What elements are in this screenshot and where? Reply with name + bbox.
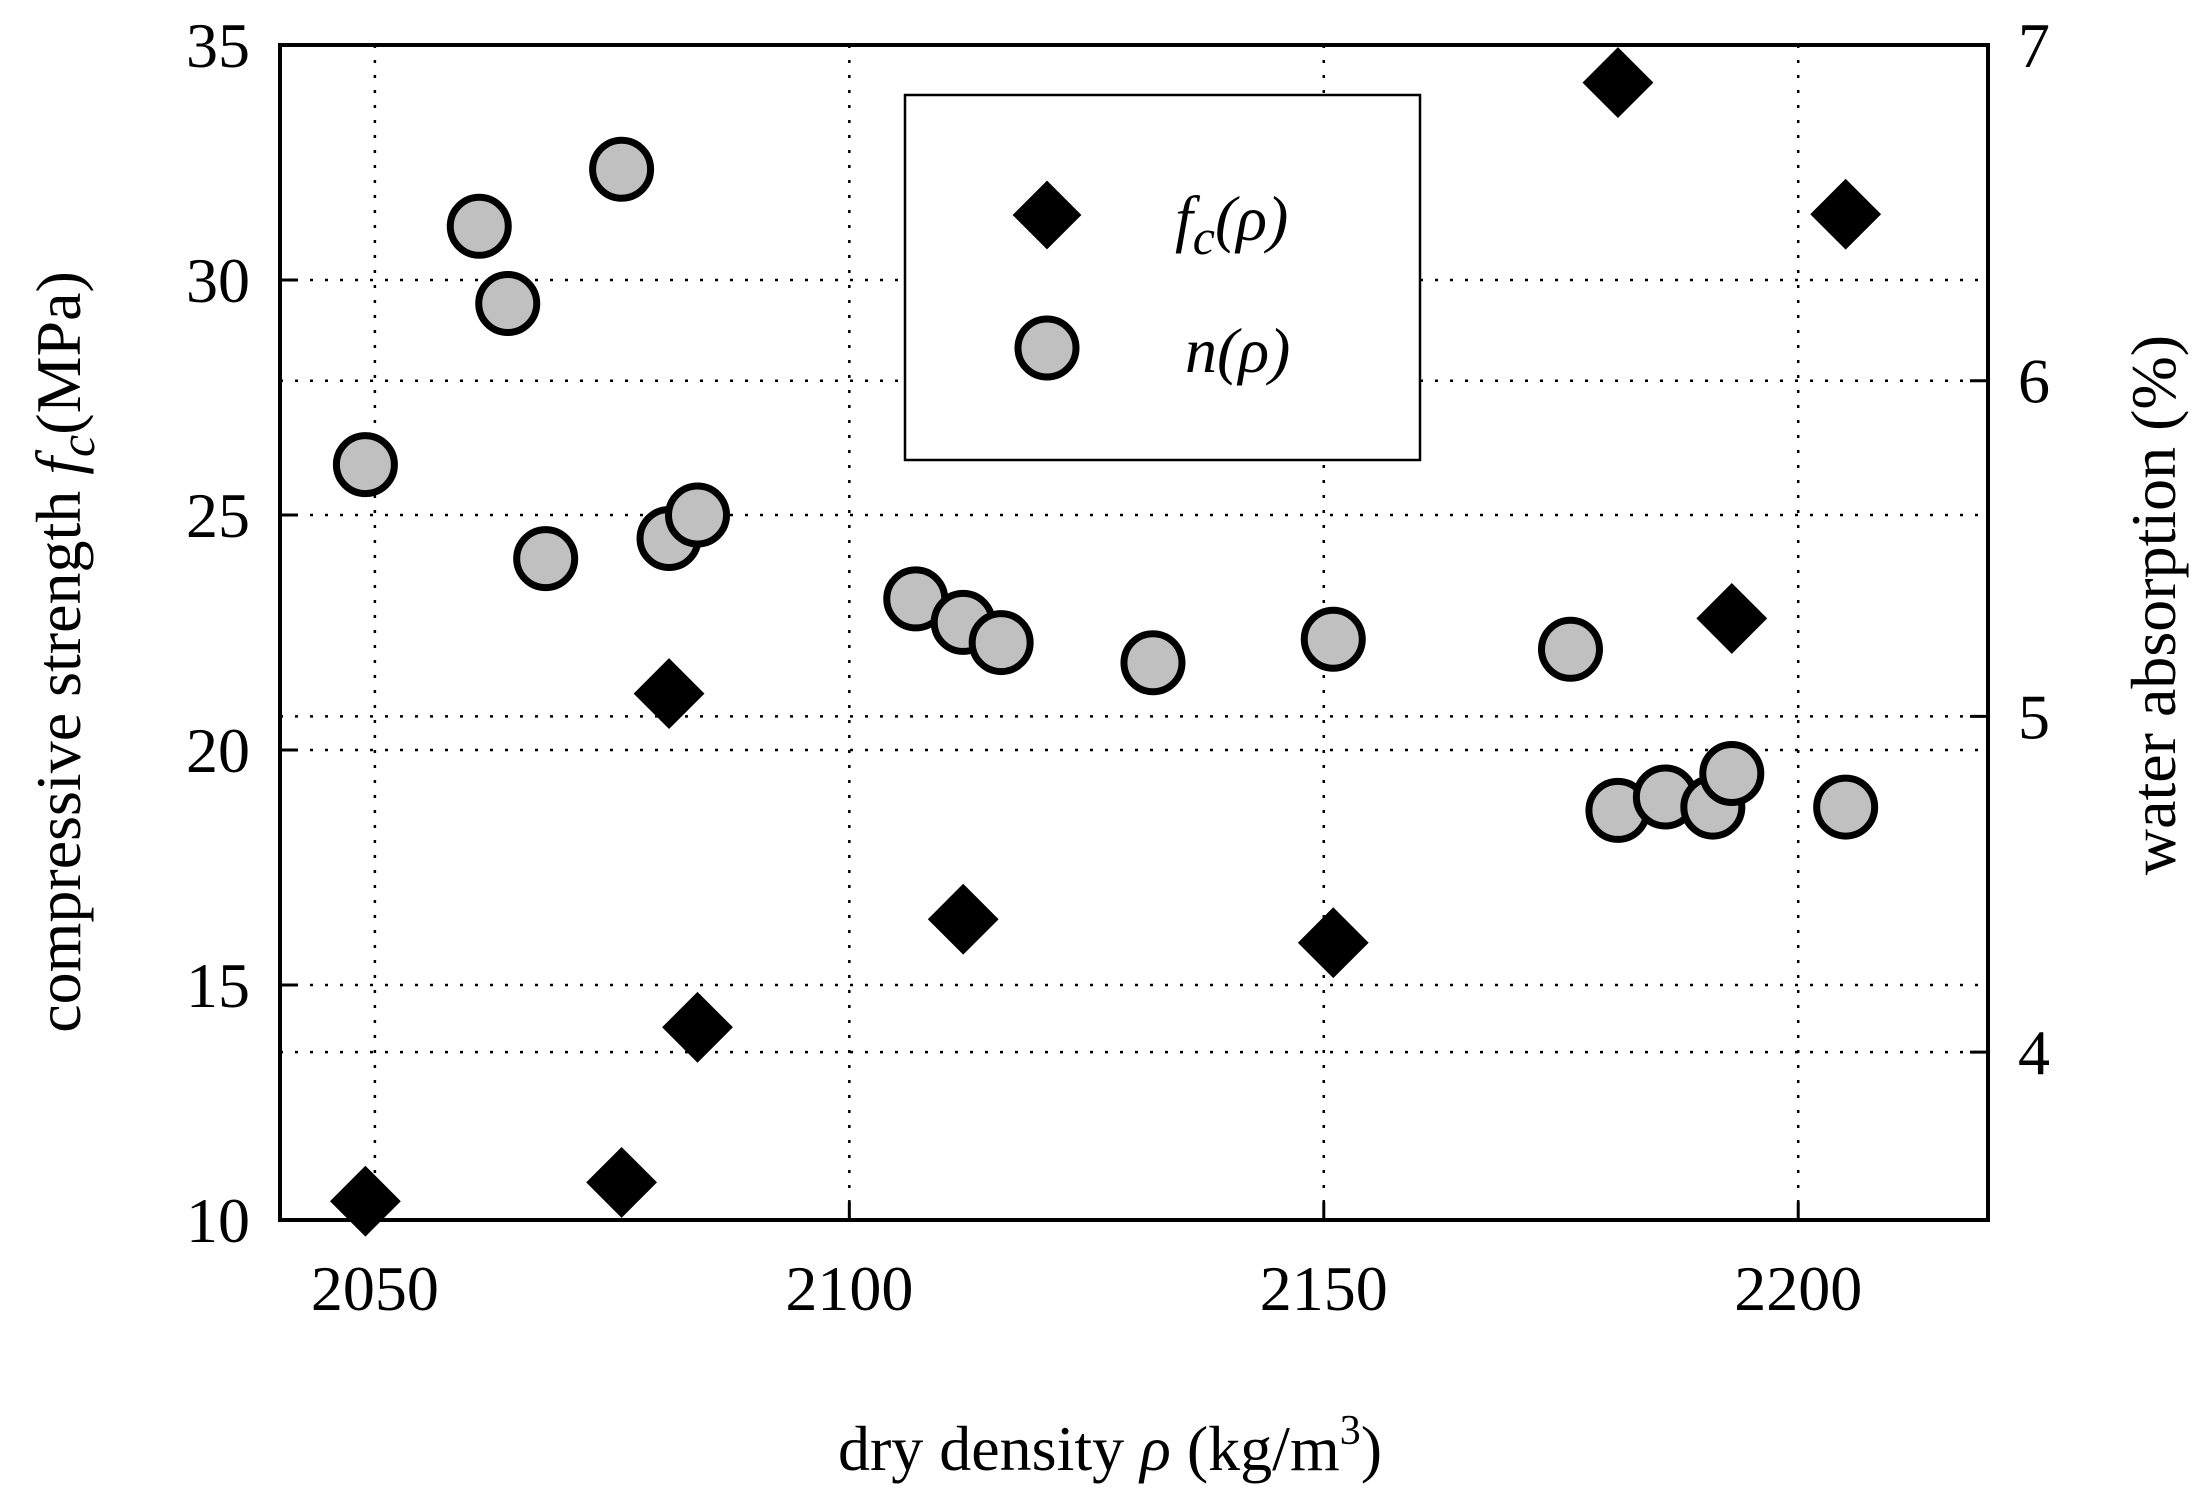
x-axis-title-superscript: 3: [1340, 1408, 1361, 1454]
fc-point: [329, 1165, 401, 1237]
legend-box: [903, 93, 1422, 462]
y-left-tick-label: 15: [186, 950, 250, 1021]
y-right-tick-label: 5: [2018, 681, 2050, 752]
series-fc: [329, 47, 1882, 1237]
x-tick-label: 2150: [1260, 1253, 1388, 1324]
y-left-tick-label: 25: [186, 480, 250, 551]
n-point: [1699, 741, 1765, 806]
n-point: [665, 482, 731, 548]
n-point: [589, 136, 655, 202]
series-n: [332, 136, 1879, 843]
y-left-tick-label: 10: [186, 1185, 250, 1256]
y-left-axis-title-unit: (MPa): [23, 271, 94, 435]
y-left-axis-title-subscript: c: [49, 435, 105, 457]
legend-diamond-marker: [1012, 180, 1082, 250]
legend: fc(ρ) n(ρ): [903, 93, 1422, 462]
n-point: [1537, 616, 1603, 682]
x-tick-label: 2050: [311, 1253, 439, 1324]
data-points: [329, 47, 1882, 1237]
legend-n-argument: (ρ): [1217, 315, 1290, 386]
y-right-tick-label: 7: [2018, 10, 2050, 81]
y-left-tick-label: 35: [186, 10, 250, 81]
n-point: [513, 526, 579, 592]
x-axis-title-unit: (kg/m: [1171, 1413, 1340, 1484]
fc-point: [586, 1146, 658, 1218]
fc-point: [1582, 47, 1654, 119]
fc-point: [633, 658, 705, 730]
x-tick-label: 2100: [785, 1253, 913, 1324]
axis-ticks: 2050 2100 2150 2200 10 15 20 25 30 35 4 5 6 7: [186, 10, 2050, 1324]
n-point: [1300, 606, 1366, 672]
legend-circle-marker: [1014, 315, 1080, 381]
y-left-axis-title: compressive strength fc(MPa): [23, 271, 105, 1033]
y-left-tick-label: 30: [186, 245, 250, 316]
y-left-axis-title-text: compressive strength: [23, 475, 94, 1033]
fc-point: [1696, 582, 1768, 654]
legend-fc-subscript: c: [1193, 209, 1215, 265]
legend-label-n: n(ρ): [1185, 315, 1290, 386]
n-point: [332, 432, 398, 498]
fc-point: [1810, 178, 1882, 250]
n-point: [475, 271, 541, 336]
legend-n-symbol: n: [1185, 315, 1217, 386]
x-axis-title: dry density ρ (kg/m3): [838, 1408, 1382, 1484]
legend-fc-argument: (ρ): [1215, 183, 1288, 254]
n-point: [1120, 630, 1186, 696]
plot-area-frame: [278, 43, 1990, 1222]
legend-label-fc: fc(ρ): [1175, 183, 1288, 265]
n-point: [1813, 774, 1879, 840]
x-axis-title-symbol: ρ: [1138, 1413, 1171, 1484]
y-right-tick-label: 4: [2018, 1017, 2050, 1088]
y-right-axis-title: water absorption (%): [2118, 335, 2189, 875]
fc-point: [927, 883, 999, 955]
n-point: [968, 610, 1034, 676]
fc-point: [1297, 907, 1369, 979]
y-right-tick-label: 6: [2018, 346, 2050, 417]
x-axis-title-text: dry density: [838, 1413, 1140, 1484]
fc-point: [662, 991, 733, 1063]
n-point: [446, 193, 512, 259]
x-tick-label: 2200: [1734, 1253, 1862, 1324]
y-left-tick-label: 20: [186, 715, 250, 786]
x-axis-title-close: ): [1361, 1413, 1382, 1484]
